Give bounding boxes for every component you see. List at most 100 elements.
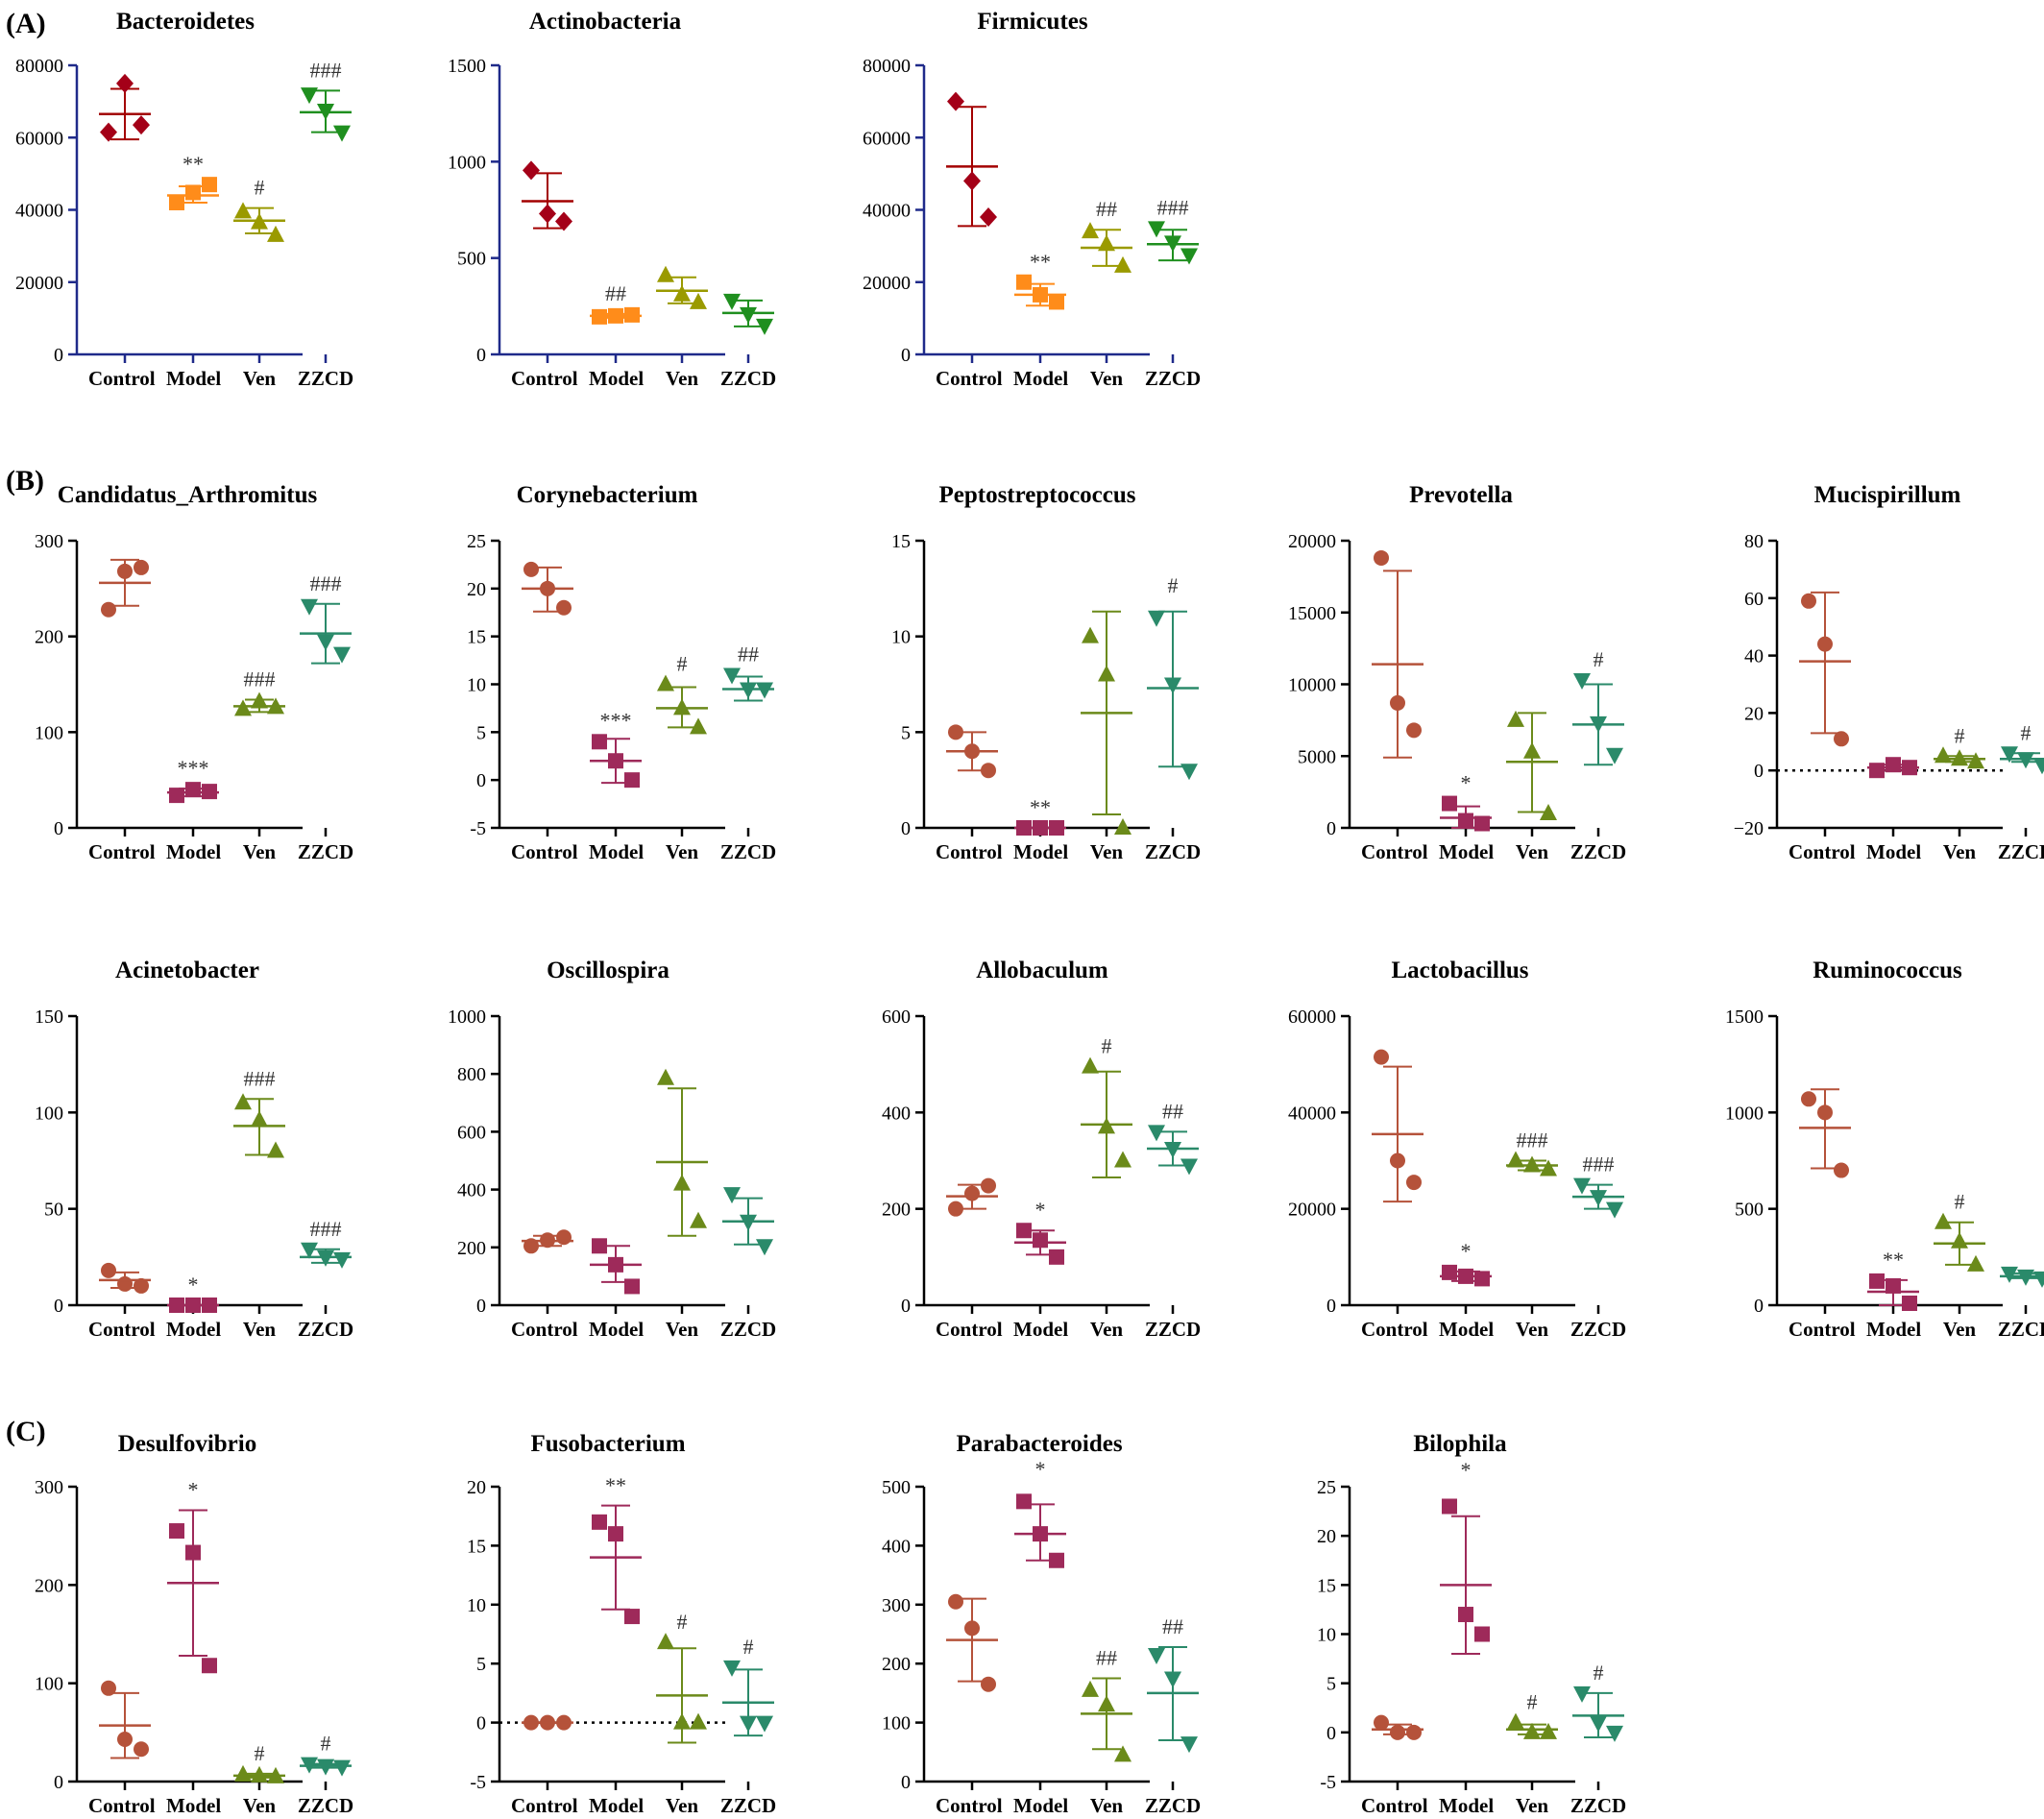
data-point	[169, 1523, 184, 1540]
data-point	[185, 782, 201, 798]
y-tick-label: 10	[467, 1595, 486, 1616]
data-point	[2001, 1266, 2018, 1283]
y-tick-label: 60	[1744, 589, 1764, 610]
data-point	[2017, 1269, 2034, 1286]
data-point	[117, 1731, 133, 1747]
significance-label: ###	[1157, 195, 1189, 219]
data-point	[539, 204, 556, 224]
data-point	[1474, 1271, 1490, 1287]
y-tick-label: 300	[35, 1477, 63, 1498]
significance-label: ##	[1096, 1646, 1117, 1670]
data-point	[1934, 1212, 1952, 1229]
data-point	[1590, 1715, 1607, 1733]
data-point	[1049, 1552, 1064, 1568]
data-point	[251, 691, 268, 709]
significance-label: **	[1883, 1248, 1904, 1272]
data-point	[1180, 1736, 1198, 1754]
y-tick-label: 0	[54, 818, 63, 839]
x-tick-label: ZZCD	[720, 840, 776, 863]
chart-title: Acinetobacter	[115, 958, 259, 983]
x-tick-label: Model	[589, 840, 644, 863]
x-tick-label: Ven	[1090, 840, 1124, 863]
y-tick-label: 0	[476, 770, 486, 791]
x-tick-label: Ven	[243, 1794, 277, 1817]
x-tick-label: Ven	[1516, 1318, 1549, 1341]
data-point	[1033, 1232, 1048, 1249]
data-point	[1590, 1190, 1607, 1207]
data-point	[1442, 1264, 1457, 1280]
x-tick-label: ZZCD	[1145, 840, 1201, 863]
data-point	[756, 1239, 773, 1256]
chart-title: Firmicutes	[977, 9, 1088, 35]
x-tick-label: Control	[88, 367, 156, 390]
significance-label: **	[1030, 795, 1051, 819]
data-point	[2017, 752, 2034, 769]
chart-lactobacillus: Lactobacillus 0 20000 40000 60000 Control Mode…	[1288, 958, 1626, 1341]
y-tick-label: 100	[882, 1713, 911, 1734]
data-point	[101, 1680, 116, 1696]
x-tick-label: Ven	[1516, 1794, 1549, 1817]
data-point	[756, 1715, 773, 1733]
data-point	[1573, 1177, 1591, 1195]
y-tick-label: 0	[476, 345, 486, 366]
significance-label: **	[605, 1473, 626, 1497]
data-point	[1474, 815, 1490, 832]
y-tick-label: 200	[882, 1200, 911, 1221]
x-tick-label: Control	[1361, 1794, 1428, 1817]
x-tick-label: Ven	[666, 840, 699, 863]
data-point	[1886, 1277, 1901, 1294]
y-tick-label: 15	[467, 627, 486, 648]
x-tick-label: ZZCD	[298, 1318, 353, 1341]
data-point	[134, 559, 149, 575]
y-tick-label: 150	[35, 1007, 63, 1028]
y-tick-label: 200	[35, 1575, 63, 1596]
x-tick-label: ZZCD	[720, 1794, 776, 1817]
data-point	[234, 699, 252, 716]
data-point	[690, 1211, 707, 1228]
data-point	[1114, 1745, 1132, 1762]
data-point	[1606, 1201, 1623, 1219]
data-point	[251, 1765, 268, 1783]
significance-label: **	[182, 152, 204, 176]
data-point	[333, 1759, 351, 1777]
data-point	[1114, 818, 1132, 835]
data-point	[1016, 1223, 1032, 1239]
x-tick-label: Control	[1788, 1318, 1856, 1341]
y-tick-label: 300	[35, 531, 63, 552]
significance-label: *	[1461, 1239, 1472, 1263]
data-point	[657, 265, 674, 282]
x-tick-label: ZZCD	[720, 367, 776, 390]
data-point	[1934, 746, 1952, 764]
y-tick-label: 20	[467, 1477, 486, 1498]
y-tick-label: 40000	[15, 201, 63, 222]
x-tick-label: Model	[1439, 1318, 1494, 1341]
chart-fusobacterium: Fusobacterium -5 0 5 10 15 20 Control Model Ven ZZ…	[467, 1431, 776, 1817]
y-tick-label: 25	[467, 531, 486, 552]
x-tick-label: ZZCD	[298, 1794, 353, 1817]
y-tick-label: 0	[476, 1713, 486, 1734]
data-point	[234, 202, 252, 219]
y-tick-label: 500	[882, 1477, 911, 1498]
x-tick-label: ZZCD	[1145, 1318, 1201, 1341]
y-tick-label: 400	[457, 1180, 486, 1201]
significance-label: **	[1030, 250, 1051, 274]
data-point	[2033, 758, 2044, 775]
significance-label: ###	[1517, 1128, 1548, 1152]
data-point	[690, 1712, 707, 1730]
y-tick-label: 60000	[1288, 1007, 1336, 1028]
x-tick-label: Ven	[1090, 1794, 1124, 1817]
data-point	[1902, 1295, 1917, 1311]
chart-title: Candidatus_Arthromitus	[58, 482, 318, 508]
y-tick-label: 80000	[15, 56, 63, 77]
data-point	[1390, 1152, 1405, 1169]
chart-peptostreptococcus: Peptostreptococcus 0 5 10 15 Control Model Ven Z…	[891, 482, 1201, 863]
data-point	[723, 667, 741, 685]
data-point	[756, 682, 773, 699]
x-tick-label: Model	[1013, 1794, 1068, 1817]
data-point	[740, 1715, 757, 1733]
y-tick-label: 15000	[1288, 603, 1336, 624]
chart-title: Bacteroidetes	[116, 9, 255, 35]
x-tick-label: Ven	[243, 1318, 277, 1341]
y-tick-label: 100	[35, 1674, 63, 1695]
data-point	[301, 87, 318, 105]
